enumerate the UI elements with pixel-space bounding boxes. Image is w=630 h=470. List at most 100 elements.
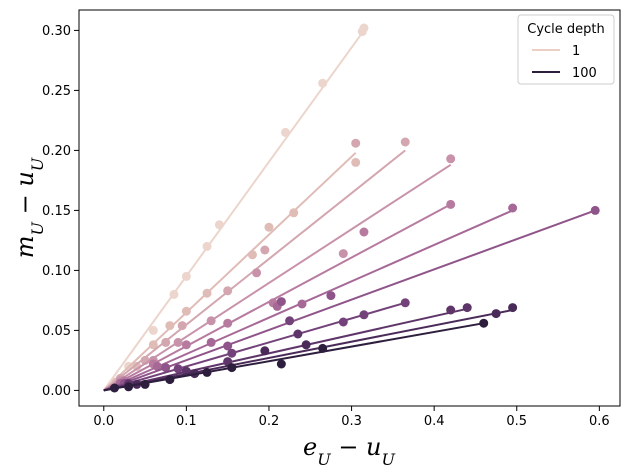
series-3-point-3 — [161, 337, 171, 347]
x-tick-label: 0.5 — [506, 414, 527, 429]
series-6-point-2 — [152, 361, 162, 371]
y-axis: 0.00 0.05 0.10 0.15 0.20 0.25 0.30 — [42, 24, 79, 399]
series-2-point-10 — [351, 157, 361, 167]
series-11-point-4 — [165, 375, 175, 385]
series-5-fit-line — [103, 203, 452, 392]
x-axis: 0.0 0.1 0.2 0.3 0.4 0.5 0.6 — [93, 406, 610, 429]
series-4-point-6 — [338, 249, 348, 259]
x-tick-label: 0.3 — [341, 414, 362, 429]
x-axis-label-main: e — [303, 433, 317, 461]
series-11-point-2 — [124, 382, 134, 392]
series-11-point-1 — [110, 383, 120, 393]
series-2-point-5 — [181, 306, 191, 316]
y-tick-label: 0.15 — [42, 204, 71, 219]
series-11-point-9 — [479, 318, 489, 328]
y-axis-label-sub-1: U — [28, 222, 47, 236]
series-7 — [103, 205, 600, 392]
plot-frame — [78, 9, 621, 407]
series-3-point-4 — [177, 321, 187, 331]
series-4-point-3 — [173, 337, 183, 347]
plot-marks — [102, 23, 600, 393]
series-6 — [103, 203, 518, 392]
series-1-point-5 — [181, 271, 191, 281]
series-7-point-6 — [590, 205, 600, 215]
x-axis-label-mid: − u — [331, 433, 382, 461]
legend-entry-100: 100 — [572, 66, 597, 81]
series-4-point-4 — [206, 316, 216, 326]
series-11-point-6 — [227, 363, 237, 373]
series-1-point-6 — [202, 241, 212, 251]
series-10-point-6 — [508, 303, 518, 313]
series-2-point-2 — [132, 361, 142, 371]
y-tick-label: 0.10 — [42, 264, 71, 279]
series-2-fit-line — [103, 152, 357, 392]
y-tick-label: 0.05 — [42, 324, 71, 339]
series-4-fit-line — [103, 163, 452, 392]
series-8-fit-line — [103, 301, 406, 392]
y-tick-label: 0.00 — [42, 384, 71, 399]
series-6-point-3 — [206, 337, 216, 347]
x-tick-label: 0.4 — [424, 414, 445, 429]
series-2-point-8 — [264, 222, 274, 232]
series-3-point-8 — [400, 137, 410, 147]
series-11 — [103, 318, 489, 393]
series-3 — [103, 137, 410, 392]
series-4-point-5 — [252, 268, 262, 278]
series-7-point-5 — [326, 291, 336, 301]
series-1-point-8 — [280, 127, 290, 137]
series-3-point-5 — [223, 286, 233, 296]
series-4-point-7 — [446, 154, 456, 164]
series-4 — [103, 154, 456, 392]
y-tick-label: 0.20 — [42, 144, 71, 159]
series-7-point-3 — [223, 341, 233, 351]
series-2-point-9 — [289, 208, 299, 218]
series-9-fit-line — [103, 307, 468, 392]
series-8-point-6 — [359, 310, 369, 320]
series-9-point-4 — [293, 329, 303, 339]
series-5-point-3 — [181, 340, 191, 350]
series-5-point-6 — [359, 227, 369, 237]
series-8-point-3 — [227, 348, 237, 358]
x-tick-label: 0.6 — [589, 414, 610, 429]
series-7-fit-line — [103, 209, 596, 392]
series-1-point-4 — [169, 289, 179, 299]
x-tick-label: 0.2 — [259, 414, 280, 429]
series-10-point-5 — [491, 309, 501, 319]
series-2-point-4 — [165, 321, 175, 331]
series-3-point-6 — [260, 245, 270, 255]
series-11-point-7 — [276, 359, 286, 369]
series-7-point-2 — [161, 363, 171, 373]
y-axis-label-mid: − u — [11, 171, 39, 222]
y-axis-label: mU − uU — [11, 157, 47, 258]
series-2-point-3 — [148, 340, 158, 350]
series-6-point-6 — [508, 203, 518, 213]
series-11-point-8 — [318, 343, 328, 353]
series-1-point-11 — [357, 27, 367, 37]
series-2-point-7 — [247, 250, 257, 260]
series-8-point-2 — [173, 364, 183, 374]
x-axis-label-sub-1: U — [317, 450, 331, 469]
x-axis-label-sub-2: U — [382, 450, 396, 469]
legend-box — [517, 14, 615, 85]
y-tick-label: 0.25 — [42, 84, 71, 99]
series-11-point-5 — [202, 367, 212, 377]
series-1-point-9 — [318, 78, 328, 88]
x-tick-label: 0.0 — [93, 414, 114, 429]
series-8-point-4 — [285, 316, 295, 326]
y-tick-label: 0.30 — [42, 24, 71, 39]
series-2-point-6 — [202, 288, 212, 298]
series-6-point-5 — [297, 299, 307, 309]
series-1-point-7 — [214, 220, 224, 230]
series-6-fit-line — [103, 209, 514, 392]
series-9-point-6 — [462, 303, 472, 313]
series-10-point-4 — [301, 340, 311, 350]
legend-entry-1: 1 — [572, 44, 580, 59]
series-8-point-7 — [400, 298, 410, 308]
x-tick-label: 0.1 — [176, 414, 197, 429]
series-10-point-3 — [260, 346, 270, 356]
series-9-point-5 — [446, 305, 456, 315]
series-11-point-3 — [140, 379, 150, 389]
series-7-point-4 — [276, 297, 286, 307]
series-1-point-3 — [148, 325, 158, 335]
